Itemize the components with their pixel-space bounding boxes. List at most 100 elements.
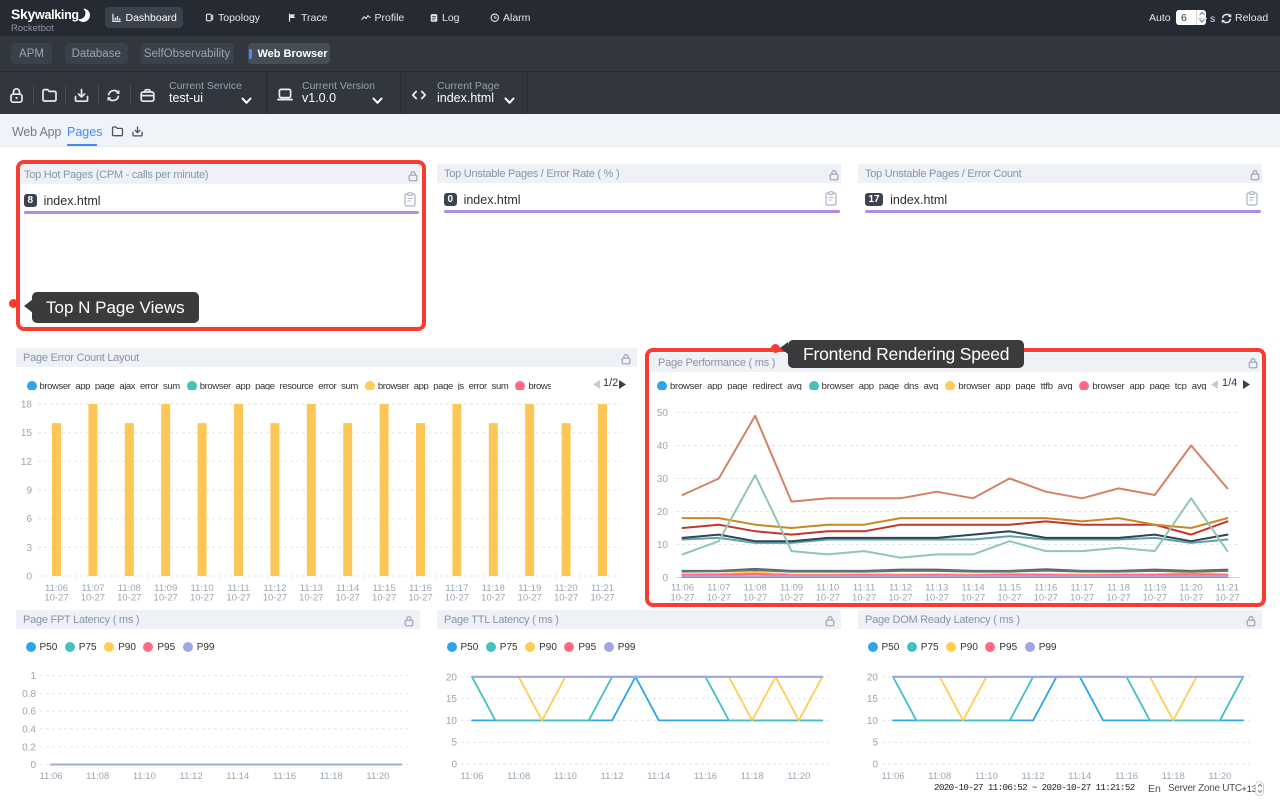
svg-text:11:14: 11:14 — [226, 771, 249, 782]
svg-text:11:15: 11:15 — [373, 583, 396, 594]
svg-text:10-27: 10-27 — [154, 593, 178, 604]
svg-text:10-27: 10-27 — [961, 593, 985, 604]
svg-text:11:18: 11:18 — [741, 771, 764, 782]
svg-text:11:17: 11:17 — [1071, 583, 1094, 594]
svg-text:11:18: 11:18 — [1107, 583, 1130, 594]
svg-text:11:17: 11:17 — [445, 583, 468, 594]
svg-text:11:09: 11:09 — [780, 583, 803, 594]
svg-text:11:18: 11:18 — [320, 771, 343, 782]
svg-text:11:12: 11:12 — [601, 771, 624, 782]
svg-text:11:12: 11:12 — [889, 583, 912, 594]
svg-text:11:07: 11:07 — [81, 583, 104, 594]
svg-text:10-27: 10-27 — [263, 593, 287, 604]
svg-text:10-27: 10-27 — [707, 593, 731, 604]
svg-text:10-27: 10-27 — [445, 593, 469, 604]
svg-text:11:11: 11:11 — [227, 583, 249, 594]
svg-text:11:08: 11:08 — [86, 771, 109, 782]
svg-text:10-27: 10-27 — [925, 593, 949, 604]
svg-text:11:08: 11:08 — [507, 771, 530, 782]
svg-text:11:08: 11:08 — [118, 583, 141, 594]
svg-text:10-27: 10-27 — [481, 593, 505, 604]
svg-text:12: 12 — [21, 457, 33, 468]
svg-text:10-27: 10-27 — [81, 593, 105, 604]
svg-text:0.2: 0.2 — [22, 742, 36, 753]
svg-text:9: 9 — [26, 486, 32, 497]
svg-text:10-27: 10-27 — [852, 593, 876, 604]
svg-text:0.6: 0.6 — [22, 707, 36, 718]
svg-text:11:10: 11:10 — [816, 583, 839, 594]
svg-text:0: 0 — [872, 760, 878, 771]
svg-text:10: 10 — [657, 540, 669, 551]
svg-text:10-27: 10-27 — [554, 593, 578, 604]
svg-text:10-27: 10-27 — [670, 593, 694, 604]
svg-text:11:21: 11:21 — [591, 583, 614, 594]
svg-text:11:14: 11:14 — [1068, 771, 1091, 782]
svg-text:11:16: 11:16 — [409, 583, 432, 594]
svg-text:10-27: 10-27 — [372, 593, 396, 604]
svg-text:11:19: 11:19 — [518, 583, 541, 594]
svg-text:11:21: 11:21 — [1216, 583, 1239, 594]
svg-text:11:18: 11:18 — [1162, 771, 1185, 782]
svg-text:11:20: 11:20 — [555, 583, 578, 594]
svg-text:10-27: 10-27 — [1106, 593, 1130, 604]
svg-text:11:16: 11:16 — [1034, 583, 1057, 594]
svg-text:5: 5 — [451, 738, 457, 749]
svg-text:10-27: 10-27 — [518, 593, 542, 604]
svg-text:11:14: 11:14 — [962, 583, 985, 594]
svg-text:11:16: 11:16 — [273, 771, 296, 782]
svg-text:10-27: 10-27 — [117, 593, 141, 604]
svg-text:11:16: 11:16 — [694, 771, 717, 782]
svg-text:10-27: 10-27 — [743, 593, 767, 604]
svg-text:11:10: 11:10 — [133, 771, 156, 782]
svg-text:11:10: 11:10 — [975, 771, 998, 782]
svg-text:50: 50 — [657, 408, 669, 419]
svg-text:11:20: 11:20 — [1180, 583, 1203, 594]
svg-text:10-27: 10-27 — [408, 593, 432, 604]
svg-text:11:15: 11:15 — [998, 583, 1021, 594]
svg-text:11:13: 11:13 — [300, 583, 323, 594]
svg-text:1: 1 — [30, 671, 36, 682]
svg-text:11:09: 11:09 — [154, 583, 177, 594]
svg-text:11:06: 11:06 — [45, 583, 68, 594]
svg-text:11:06: 11:06 — [881, 771, 904, 782]
svg-text:11:10: 11:10 — [554, 771, 577, 782]
svg-text:10-27: 10-27 — [1215, 593, 1239, 604]
svg-text:11:12: 11:12 — [1022, 771, 1045, 782]
svg-text:11:06: 11:06 — [39, 771, 62, 782]
svg-text:0.8: 0.8 — [22, 689, 36, 700]
svg-text:11:18: 11:18 — [482, 583, 505, 594]
svg-text:11:11: 11:11 — [853, 583, 875, 594]
svg-text:6: 6 — [26, 514, 32, 525]
svg-text:0.4: 0.4 — [22, 725, 36, 736]
svg-text:0: 0 — [662, 573, 668, 584]
svg-text:10: 10 — [446, 716, 458, 727]
svg-text:11:06: 11:06 — [460, 771, 483, 782]
svg-text:20: 20 — [867, 672, 879, 683]
svg-text:11:14: 11:14 — [336, 583, 359, 594]
svg-text:11:08: 11:08 — [928, 771, 951, 782]
svg-text:11:07: 11:07 — [707, 583, 730, 594]
svg-text:5: 5 — [872, 738, 878, 749]
svg-text:10-27: 10-27 — [299, 593, 323, 604]
svg-text:10-27: 10-27 — [190, 593, 214, 604]
svg-text:40: 40 — [657, 441, 669, 452]
svg-text:10-27: 10-27 — [226, 593, 250, 604]
svg-text:20: 20 — [446, 672, 458, 683]
svg-text:0: 0 — [26, 572, 32, 583]
svg-text:11:20: 11:20 — [1208, 771, 1231, 782]
svg-text:15: 15 — [21, 428, 33, 439]
svg-text:0: 0 — [451, 760, 457, 771]
svg-text:10-27: 10-27 — [336, 593, 360, 604]
svg-text:11:20: 11:20 — [366, 771, 389, 782]
svg-text:11:14: 11:14 — [647, 771, 670, 782]
svg-text:11:08: 11:08 — [744, 583, 767, 594]
svg-text:15: 15 — [867, 694, 879, 705]
svg-text:3: 3 — [26, 543, 32, 554]
svg-text:11:13: 11:13 — [925, 583, 948, 594]
svg-text:0: 0 — [30, 760, 36, 771]
svg-text:10-27: 10-27 — [816, 593, 840, 604]
svg-text:11:06: 11:06 — [671, 583, 694, 594]
svg-text:10-27: 10-27 — [779, 593, 803, 604]
svg-text:11:16: 11:16 — [1115, 771, 1138, 782]
svg-text:11:12: 11:12 — [180, 771, 203, 782]
